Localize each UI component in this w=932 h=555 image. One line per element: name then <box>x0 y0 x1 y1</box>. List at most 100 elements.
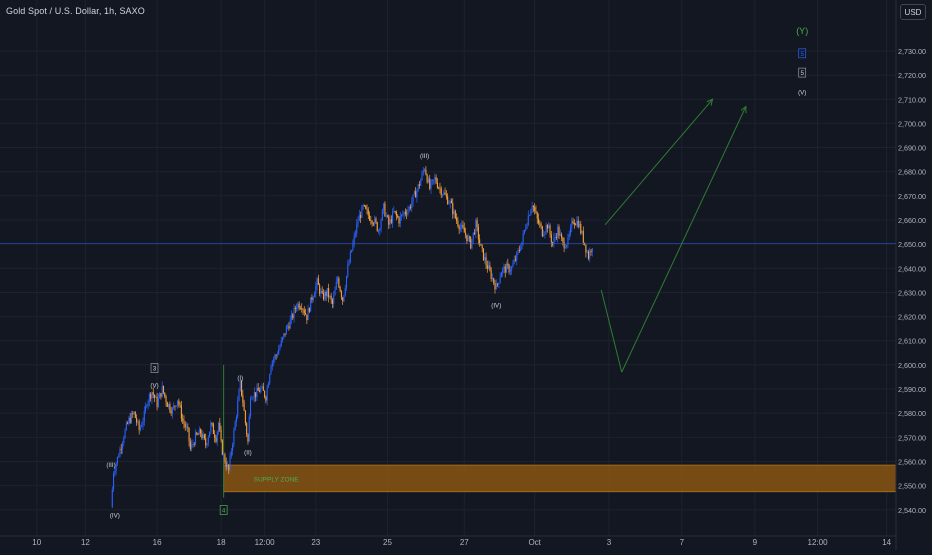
candle-body <box>356 223 358 234</box>
candle-body <box>180 405 182 419</box>
candle-body <box>182 418 184 421</box>
candle-body <box>280 340 282 347</box>
candle-body <box>237 401 239 417</box>
candle-body <box>193 443 195 445</box>
candle-body <box>146 405 148 407</box>
candle-body <box>370 220 372 222</box>
candle-body <box>549 225 551 235</box>
candle-body <box>564 247 566 249</box>
candle-body <box>238 390 240 402</box>
candle-body <box>441 194 444 196</box>
x-tick-label: 16 <box>153 538 162 547</box>
candle-body <box>148 393 150 402</box>
candle-body <box>270 366 272 375</box>
candle-body <box>439 187 441 189</box>
candle-body <box>418 184 421 186</box>
wave-label: (IV) <box>491 302 501 309</box>
wave-label: 5 <box>800 51 804 58</box>
candle-body <box>587 251 589 259</box>
candle-body <box>281 337 284 341</box>
candle-body <box>258 390 261 393</box>
candle-body <box>582 231 584 243</box>
candle-body <box>449 200 451 204</box>
candle-body <box>115 463 117 471</box>
candle-body <box>431 179 433 182</box>
candle-body <box>527 215 529 225</box>
candle-body <box>234 421 236 431</box>
candle-body <box>448 203 450 205</box>
candle-body <box>354 233 357 236</box>
candle-body <box>252 397 254 399</box>
candle-body <box>540 224 542 227</box>
candle-body <box>459 227 461 230</box>
candle-body <box>321 291 323 293</box>
candle-body <box>266 387 268 401</box>
candle-body <box>319 284 321 294</box>
candle-body <box>429 178 431 189</box>
candle-body <box>210 422 212 432</box>
candle-body <box>215 437 217 442</box>
candle-body <box>160 393 162 397</box>
candle-body <box>328 288 330 298</box>
candle-body <box>230 450 232 456</box>
x-tick-label: 3 <box>607 538 612 547</box>
candle-body <box>165 396 167 403</box>
candle-body <box>113 473 115 490</box>
candle-body <box>170 410 172 414</box>
candle-body <box>223 454 225 456</box>
candle-body <box>249 398 252 417</box>
candle-body <box>531 206 533 211</box>
candle-body <box>279 346 281 350</box>
candle-body <box>326 288 328 297</box>
candle-body <box>317 278 319 285</box>
candle-body <box>580 224 582 234</box>
candle-body <box>169 404 171 411</box>
candle-body <box>397 215 399 218</box>
candle-body <box>371 221 373 224</box>
candle-body <box>443 192 445 195</box>
candle-body <box>166 402 168 408</box>
candle-body <box>125 422 127 430</box>
candle-body <box>276 354 278 356</box>
y-tick-label: 2,650.00 <box>898 240 926 249</box>
candle-body <box>235 416 237 422</box>
candle-body <box>521 241 523 249</box>
candle-body <box>147 401 149 406</box>
x-tick-label: 23 <box>311 538 320 547</box>
y-tick-label: 2,710.00 <box>898 95 926 104</box>
candle-body <box>398 217 400 224</box>
price-axis-panel <box>896 0 932 550</box>
candle-body <box>416 190 418 198</box>
candle-body <box>224 454 226 463</box>
candle-body <box>502 268 504 273</box>
candle-body <box>575 224 577 226</box>
candle-body <box>301 308 303 310</box>
candle-body <box>340 291 342 298</box>
candle-body <box>376 222 378 231</box>
y-tick-label: 2,550.00 <box>898 482 926 491</box>
candle-body <box>152 392 154 395</box>
candle-body <box>305 313 307 315</box>
candle-body <box>518 250 520 251</box>
candle-body <box>287 326 289 328</box>
candle-body <box>329 295 331 298</box>
candle-body <box>503 266 505 269</box>
candle-body <box>114 470 116 474</box>
candle-body <box>129 417 131 423</box>
currency-selector[interactable]: USD <box>900 4 926 20</box>
candle-body <box>306 314 308 321</box>
candle-body <box>337 278 339 282</box>
candle-body <box>297 303 299 308</box>
projection-arrow <box>604 99 713 226</box>
candle-body <box>211 422 213 425</box>
candle-body <box>334 289 336 296</box>
candle-body <box>529 215 531 217</box>
candle-body <box>363 205 365 206</box>
wave-label-box <box>798 67 807 78</box>
candle-body <box>473 232 476 235</box>
candle-body <box>255 392 257 398</box>
symbol-title: Gold Spot / U.S. Dollar, 1h, SAXO <box>6 6 145 16</box>
wave-label: 3 <box>153 366 157 373</box>
